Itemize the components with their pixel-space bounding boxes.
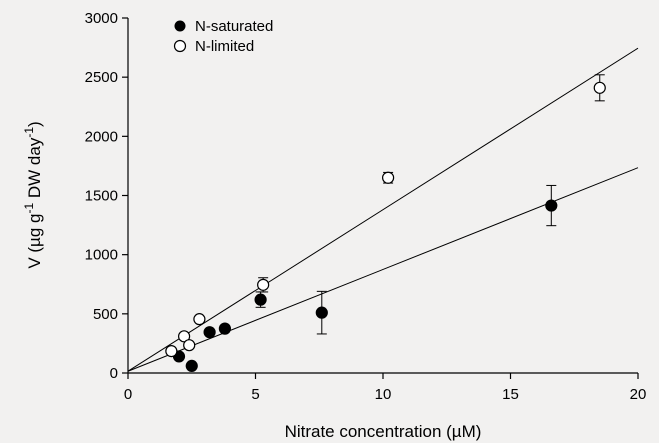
data-point-n-limited [382,171,395,184]
data-point-n-saturated [203,326,216,339]
data-point-n-limited [593,81,606,94]
y-label-prefix: V (µg g [25,214,44,269]
legend-label-n-limited: N-limited [195,38,254,55]
data-point-n-saturated [185,359,198,372]
y-tick-label: 2500 [85,69,118,86]
y-tick-label: 0 [110,365,118,382]
x-tick-label: 0 [124,386,132,403]
y-label-exp2: -1 [22,127,36,138]
fit-line-n-limited [127,47,639,372]
legend-marker-n-limited [173,39,187,53]
y-label-suffix: ) [25,121,44,127]
y-tick-label: 2000 [85,128,118,145]
y-tick-label: 500 [93,306,118,323]
x-ticks: 0 5 10 15 20 [124,373,647,403]
y-axis-label: V (µg g-1 DW day-1) [22,121,44,268]
data-point-n-limited [183,339,196,352]
data-point-n-saturated [545,199,558,212]
x-tick-label: 20 [630,386,647,403]
x-tick-label: 5 [251,386,259,403]
data-point-n-saturated [218,322,231,335]
data-point-n-limited [193,313,206,326]
y-tick-label: 1500 [85,188,118,205]
data-points [165,81,606,372]
y-tick-label: 3000 [85,10,118,27]
legend: N-saturated N-limited [173,18,273,55]
x-tick-label: 15 [502,386,519,403]
data-point-n-limited [165,345,178,358]
y-label-mid: DW day [25,137,44,203]
y-ticks: 0 500 1000 1500 2000 2500 3000 [85,10,128,382]
data-point-n-limited [257,278,270,291]
x-axis-label: Nitrate concentration (µM) [285,422,482,441]
x-tick-label: 10 [375,386,392,403]
fit-lines [127,47,639,372]
data-point-n-limited [178,330,191,343]
legend-marker-n-saturated [174,20,186,32]
legend-label-n-saturated: N-saturated [195,18,273,35]
y-label-exp1: -1 [22,203,36,214]
data-point-n-saturated [315,306,328,319]
data-point-n-saturated [254,293,267,306]
y-tick-label: 1000 [85,247,118,264]
fit-line-n-saturated [127,167,639,372]
